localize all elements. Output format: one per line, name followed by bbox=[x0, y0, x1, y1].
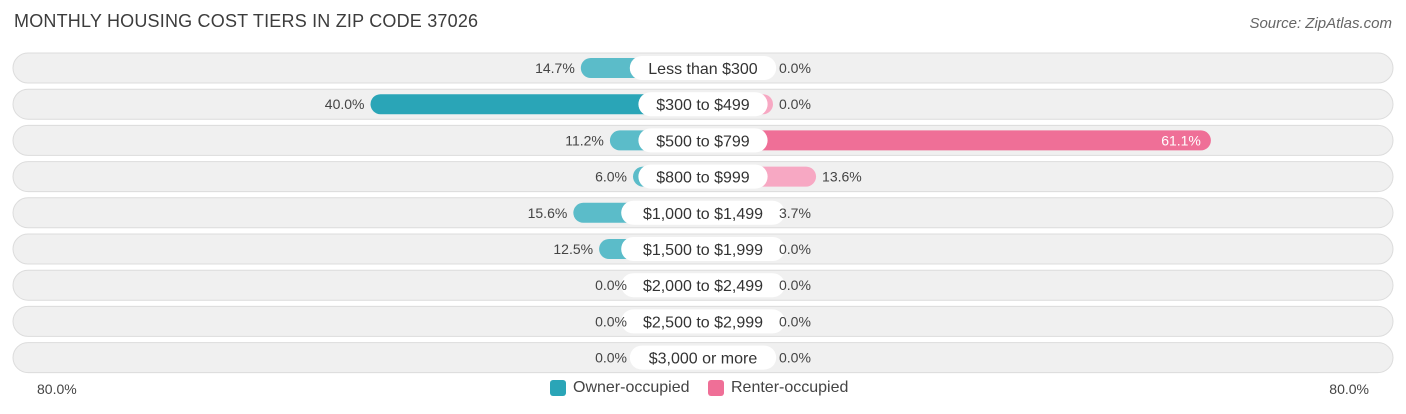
legend-swatch-owner bbox=[550, 380, 566, 396]
category-pill bbox=[621, 309, 785, 334]
category-label: Less than $300 bbox=[648, 61, 758, 78]
renter-value-label: 0.0% bbox=[779, 96, 811, 112]
renter-value-label: 0.0% bbox=[779, 241, 811, 257]
category-pill bbox=[621, 200, 785, 225]
legend-label-renter: Renter-occupied bbox=[731, 379, 849, 396]
owner-value-label: 40.0% bbox=[325, 96, 365, 112]
legend-label-owner: Owner-occupied bbox=[573, 379, 690, 396]
legend: Owner-occupied Renter-occupied bbox=[0, 379, 1406, 399]
legend-item-owner: Owner-occupied bbox=[550, 379, 690, 397]
owner-value-label: 15.6% bbox=[528, 205, 568, 221]
renter-bar bbox=[693, 130, 1211, 151]
legend-item-renter: Renter-occupied bbox=[708, 379, 848, 397]
axis-label-left: 80.0% bbox=[37, 381, 77, 397]
owner-value-label: 0.0% bbox=[595, 277, 627, 293]
category-pill bbox=[621, 273, 785, 298]
owner-value-label: 12.5% bbox=[553, 241, 593, 257]
legend-swatch-renter bbox=[708, 380, 724, 396]
category-pill bbox=[638, 128, 768, 153]
renter-value-label: 0.0% bbox=[779, 313, 811, 329]
category-pill bbox=[629, 56, 777, 80]
renter-value-label: 0.0% bbox=[779, 277, 811, 293]
category-label: $2,000 to $2,499 bbox=[643, 278, 763, 295]
category-label: $1,500 to $1,999 bbox=[643, 242, 763, 259]
category-pill bbox=[638, 92, 768, 117]
category-label: $1,000 to $1,499 bbox=[643, 206, 763, 223]
owner-value-label: 6.0% bbox=[595, 169, 627, 185]
chart-title: MONTHLY HOUSING COST TIERS IN ZIP CODE 3… bbox=[14, 11, 479, 31]
category-label: $500 to $799 bbox=[656, 133, 750, 150]
category-pill bbox=[638, 164, 768, 189]
owner-value-label: 14.7% bbox=[535, 60, 575, 76]
renter-value-label: 0.0% bbox=[779, 60, 811, 76]
chart-source: Source: ZipAtlas.com bbox=[1249, 15, 1392, 32]
category-pill bbox=[629, 345, 777, 370]
owner-bar bbox=[370, 94, 713, 115]
category-label: $3,000 or more bbox=[649, 351, 758, 368]
axis-label-right: 80.0% bbox=[1329, 381, 1369, 397]
diverging-bar-chart: Less than $300 14.7% 0.0% $300 to $499 40.0%… bbox=[12, 52, 1394, 374]
category-pill bbox=[621, 237, 785, 261]
category-label: $2,500 to $2,999 bbox=[643, 314, 763, 331]
renter-value-label: 13.6% bbox=[822, 169, 862, 185]
renter-value-label: 61.1% bbox=[1161, 132, 1201, 148]
category-label: $800 to $999 bbox=[656, 170, 750, 187]
renter-value-label: 0.0% bbox=[779, 350, 811, 366]
owner-value-label: 11.2% bbox=[565, 132, 604, 148]
category-label: $300 to $499 bbox=[656, 97, 750, 114]
owner-value-label: 0.0% bbox=[595, 313, 627, 329]
renter-value-label: 3.7% bbox=[779, 205, 811, 221]
owner-value-label: 0.0% bbox=[595, 350, 627, 366]
